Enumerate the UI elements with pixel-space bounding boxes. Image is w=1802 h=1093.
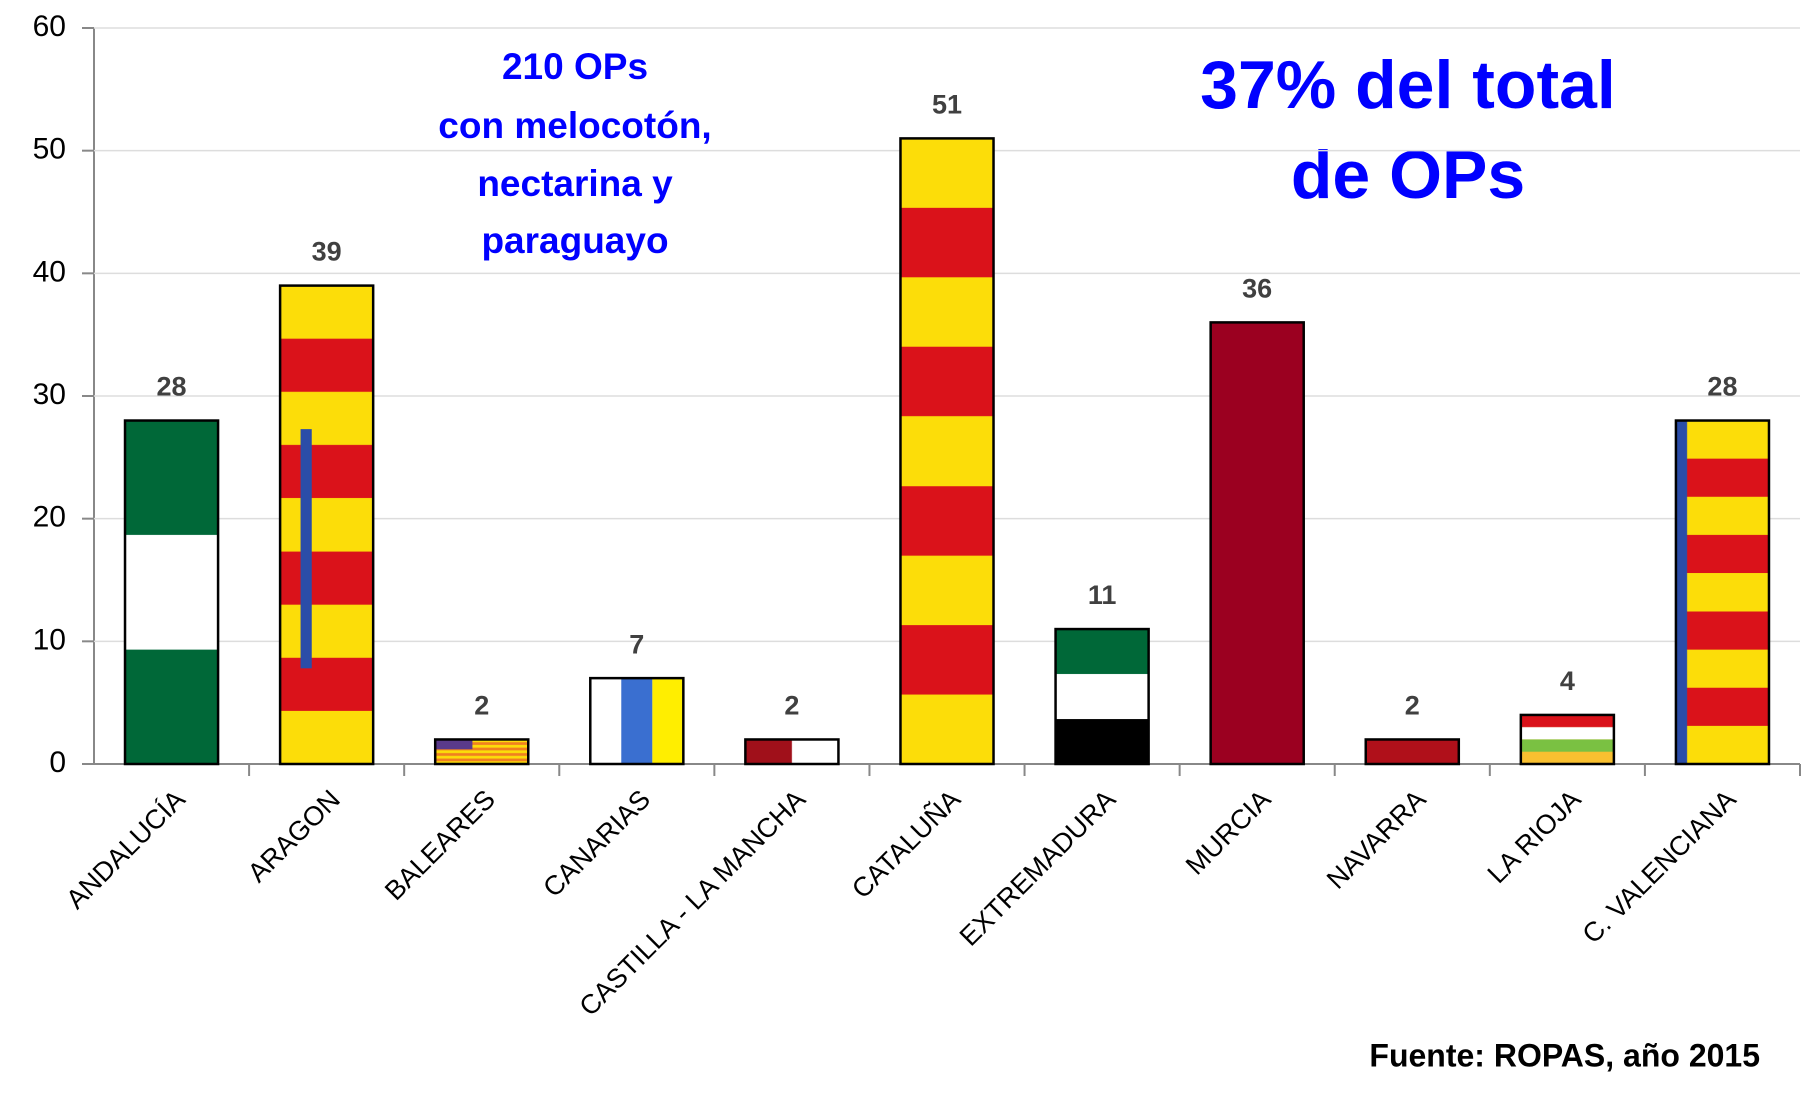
y-tick-label: 20 — [33, 501, 66, 534]
value-label: 39 — [312, 237, 342, 267]
bar — [1211, 322, 1304, 764]
x-tick-label: C. VALENCIANA — [1577, 784, 1742, 949]
bar — [1366, 739, 1459, 764]
bar — [1676, 421, 1769, 764]
value-label: 7 — [629, 629, 644, 659]
value-label: 51 — [932, 90, 962, 120]
x-tick-label: EXTREMADURA — [954, 784, 1122, 952]
value-label: 2 — [1405, 691, 1420, 721]
x-tick-label: ARAGON — [242, 784, 346, 888]
value-label: 28 — [1707, 372, 1737, 402]
x-tick-label: CATALUÑA — [845, 783, 966, 904]
y-tick-label: 60 — [33, 10, 66, 43]
x-tick-label: BALEARES — [379, 784, 501, 906]
value-label: 11 — [1088, 580, 1117, 610]
y-tick-label: 10 — [33, 623, 66, 656]
bar — [1056, 629, 1149, 764]
annotation: de OPs — [1291, 137, 1525, 213]
value-label: 4 — [1560, 666, 1575, 696]
annotation: paraguayo — [481, 220, 668, 261]
bar — [1521, 715, 1614, 764]
x-tick-label: MURCIA — [1180, 784, 1277, 881]
y-tick-label: 40 — [33, 255, 66, 288]
x-tick-label: ANDALUCÍA — [60, 784, 190, 914]
annotation: con melocotón, — [438, 105, 711, 146]
bar — [590, 678, 683, 764]
bar — [900, 138, 993, 764]
bar — [280, 286, 373, 764]
y-tick-label: 0 — [49, 746, 66, 779]
x-tick-label: NAVARRA — [1321, 784, 1432, 895]
value-label: 2 — [784, 691, 799, 721]
bar — [435, 739, 528, 764]
x-tick-label: LA RIOJA — [1482, 784, 1587, 889]
value-label: 2 — [474, 691, 489, 721]
bar — [745, 739, 838, 764]
value-label: 28 — [157, 372, 187, 402]
annotation: nectarina y — [477, 163, 673, 204]
x-tick-label: CANARIAS — [537, 784, 656, 903]
value-label: 36 — [1242, 274, 1272, 304]
annotation: 210 OPs — [502, 46, 648, 87]
source: Fuente: ROPAS, año 2015 — [1369, 1037, 1760, 1073]
bar — [125, 421, 218, 764]
annotation: 37% del total — [1200, 47, 1616, 123]
y-tick-label: 50 — [33, 133, 66, 166]
chart: 210 OPs con melocotón, nectarina y parag… — [0, 0, 1802, 1093]
y-tick-label: 30 — [33, 378, 66, 411]
